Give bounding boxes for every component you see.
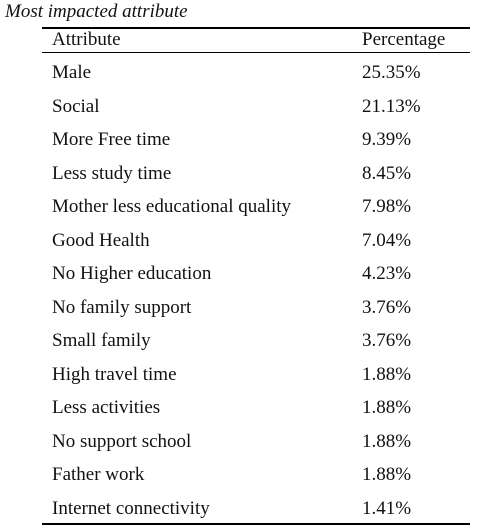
attribute-cell: No Higher education <box>52 263 212 284</box>
percentage-cell: 7.04% <box>362 229 412 251</box>
percentage-cell: 9.39% <box>362 129 412 150</box>
percentage-cell: 3.76% <box>362 296 412 318</box>
attribute-cell: Good Health <box>52 229 150 251</box>
attribute-cell: No support school <box>52 430 192 452</box>
header-rule <box>42 52 470 53</box>
attribute-cell: Social <box>52 95 100 117</box>
attribute-cell: Male <box>52 62 92 83</box>
attribute-cell: Internet connectivity <box>52 497 210 519</box>
percentage-cell: 1.88% <box>362 430 412 452</box>
attribute-cell: Father work <box>52 464 145 485</box>
percentage-cell: 25.35% <box>362 62 421 83</box>
percentage-cell: 7.98% <box>362 196 412 217</box>
attribute-cell: Small family <box>52 330 151 351</box>
percentage-cell: 8.45% <box>362 162 412 184</box>
attribute-cell: No family support <box>52 296 192 318</box>
attribute-cell: High travel time <box>52 363 177 385</box>
top-rule <box>42 27 470 29</box>
attribute-cell: Less study time <box>52 162 172 184</box>
attribute-cell: Less activities <box>52 397 161 418</box>
percentage-cell: 1.41% <box>362 497 412 519</box>
attribute-cell: More Free time <box>52 129 171 150</box>
percentage-cell: 1.88% <box>362 464 412 485</box>
bottom-rule <box>42 523 470 525</box>
percentage-cell: 1.88% <box>362 397 412 418</box>
percentage-cell: 3.76% <box>362 330 412 351</box>
header-cell: Percentage <box>362 29 446 50</box>
table-title: Most impacted attribute <box>5 1 188 22</box>
attribute-cell: Mother less educational quality <box>52 196 292 217</box>
header-cell: Attribute <box>52 29 121 50</box>
percentage-cell: 4.23% <box>362 263 412 284</box>
percentage-cell: 1.88% <box>362 363 412 385</box>
percentage-cell: 21.13% <box>362 95 421 117</box>
